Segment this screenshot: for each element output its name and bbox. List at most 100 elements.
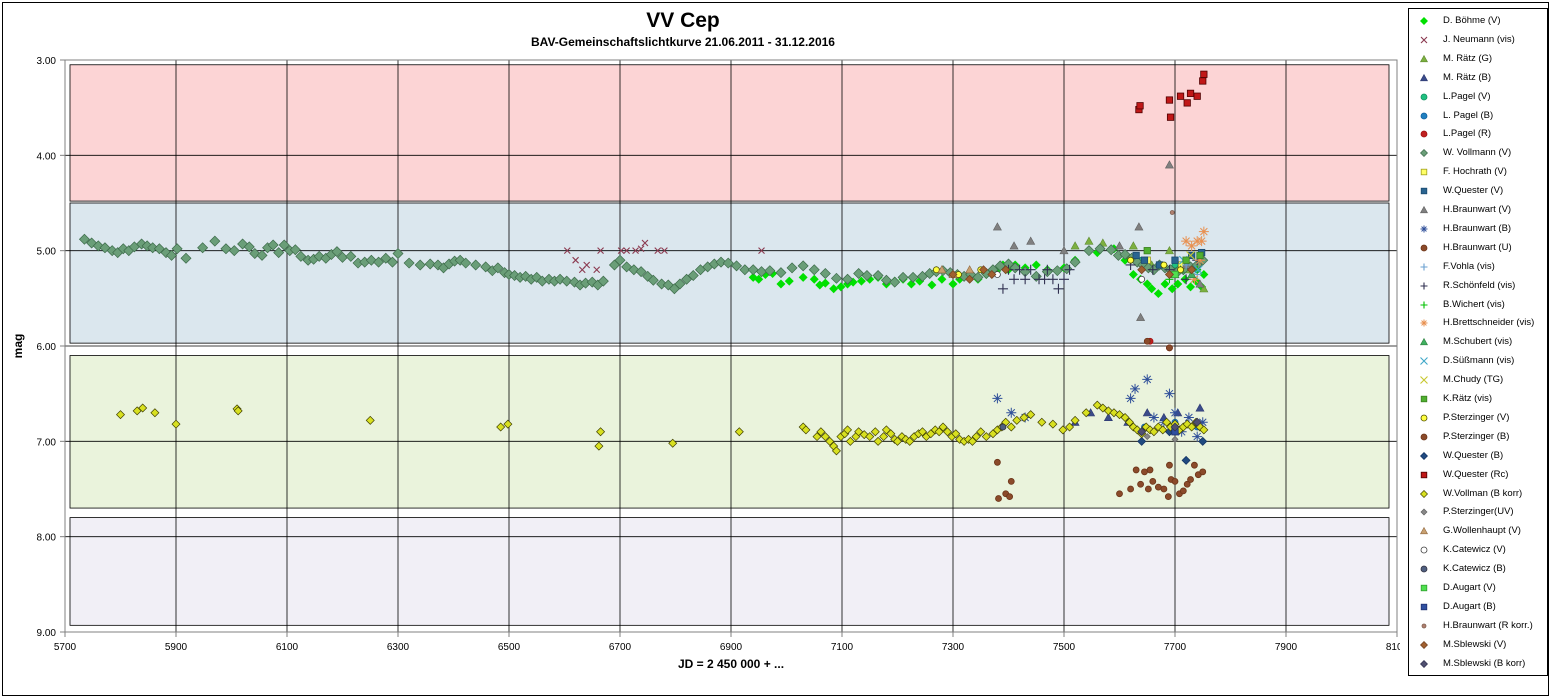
x-tick-label: 6900 — [720, 642, 743, 653]
data-point — [1181, 455, 1191, 465]
legend-marker-shape — [1420, 187, 1428, 195]
legend-label: M.Sblewski (B korr) — [1443, 657, 1526, 669]
data-point — [836, 282, 846, 292]
legend-item: D.Augart (V) — [1413, 580, 1547, 596]
data-point — [1144, 485, 1152, 493]
legend-marker-shape — [1421, 623, 1427, 629]
data-point — [1183, 412, 1194, 423]
legend-item: P.Sterzinger (B) — [1413, 429, 1547, 445]
data-point — [1070, 241, 1080, 250]
data-point — [747, 264, 759, 276]
data-point — [942, 427, 952, 437]
data-point — [907, 271, 919, 283]
x-tick-label: 6100 — [276, 642, 299, 653]
data-point — [948, 279, 958, 289]
data-point — [593, 266, 601, 274]
data-point — [820, 432, 830, 442]
data-point — [295, 250, 307, 262]
data-point — [171, 243, 183, 255]
data-point — [722, 257, 734, 269]
data-point — [865, 432, 875, 442]
legend-label: H.Brettschneider (vis) — [1443, 317, 1535, 329]
legend-marker — [1420, 584, 1428, 592]
data-point — [138, 403, 148, 413]
data-point — [1183, 480, 1191, 488]
data-point — [1132, 251, 1140, 260]
data-point — [1148, 412, 1159, 423]
legend-label: B.Wichert (vis) — [1443, 298, 1505, 310]
data-point — [1171, 256, 1179, 264]
data-point — [819, 268, 831, 280]
data-point — [1149, 477, 1157, 485]
chart-plot: 5700 5900 6100 6300 6500 6700 6900 7100 7300 7500… — [11, 56, 1400, 671]
data-point — [1053, 283, 1064, 294]
data-point — [1192, 417, 1202, 427]
data-point — [1194, 255, 1205, 266]
legend-marker — [1420, 565, 1428, 573]
data-point — [1006, 407, 1017, 418]
legend-item: M.Chudy (TG) — [1413, 372, 1547, 388]
data-point — [1007, 477, 1015, 485]
data-point — [1165, 96, 1174, 104]
data-point — [1164, 493, 1172, 501]
legend-item: M. Rätz (G) — [1413, 51, 1547, 67]
y-tick-label: 5.00 — [37, 247, 57, 258]
data-point — [403, 257, 415, 269]
legend-marker-shape — [1419, 338, 1429, 346]
data-point — [775, 267, 787, 279]
data-point — [1193, 265, 1203, 275]
data-point — [1186, 240, 1197, 251]
legend-label: W.Vollman (B korr) — [1443, 487, 1523, 499]
x-axis-ticks: 5700 5900 6100 6300 6500 6700 6900 7100 7300 7500… — [54, 632, 1400, 653]
data-point — [1146, 466, 1154, 474]
legend-marker — [1420, 93, 1428, 100]
legend-item: K.Catewicz (V) — [1413, 542, 1547, 558]
data-point — [1064, 264, 1075, 275]
data-point — [861, 269, 873, 281]
legend-marker-shape — [1420, 640, 1428, 649]
data-point — [1188, 251, 1196, 260]
data-point — [597, 275, 609, 287]
data-point — [825, 436, 835, 446]
legend-label: D.Süßmann (vis) — [1443, 355, 1515, 367]
legend-item: M. Rätz (B) — [1413, 70, 1547, 86]
data-point — [1084, 236, 1094, 245]
data-point — [1142, 374, 1153, 385]
data-point — [816, 427, 826, 437]
series-12 — [1143, 337, 1173, 352]
legend-marker — [1420, 301, 1428, 308]
legend-marker-shape — [1419, 54, 1429, 62]
data-point — [1199, 77, 1207, 85]
legend-marker — [1420, 357, 1428, 366]
series-1 — [563, 239, 765, 288]
legend-marker-shape — [1420, 659, 1428, 668]
data-point — [1149, 427, 1159, 437]
data-point — [739, 264, 751, 276]
data-point — [1070, 415, 1080, 425]
data-point — [1069, 256, 1081, 268]
legend-label: F.Vohla (vis) — [1443, 260, 1495, 272]
legend-marker — [1419, 205, 1429, 214]
legend-label: D.Augart (B) — [1443, 600, 1496, 612]
data-point — [758, 247, 765, 255]
legend-marker — [1420, 149, 1428, 158]
data-point — [1200, 70, 1208, 78]
legend-marker-shape — [1420, 414, 1428, 422]
band-0 — [69, 64, 1390, 202]
data-point — [1009, 262, 1021, 274]
legend-marker-shape — [1420, 93, 1428, 100]
legend-marker — [1420, 130, 1428, 138]
legend-item: L.Pagel (V) — [1413, 89, 1547, 105]
data-point — [905, 436, 915, 446]
data-point — [496, 422, 506, 432]
data-point — [197, 242, 209, 254]
legend-marker — [1420, 414, 1428, 422]
data-point — [1037, 417, 1047, 427]
data-point — [278, 239, 290, 251]
data-point — [1136, 312, 1146, 321]
data-point — [1158, 425, 1168, 435]
data-point — [345, 250, 357, 262]
legend-marker — [1419, 73, 1429, 81]
legend-item: P.Sterzinger (V) — [1413, 410, 1547, 426]
data-point — [647, 274, 659, 286]
